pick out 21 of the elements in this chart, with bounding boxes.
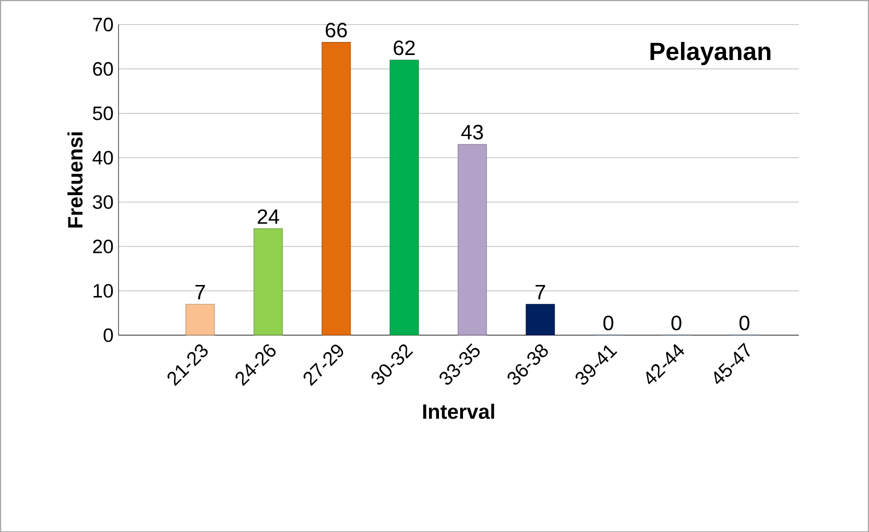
data-label: 0 [671, 315, 682, 330]
data-label: 66 [326, 22, 347, 38]
data-label: 7 [195, 284, 205, 300]
y-tick-label: 20 [93, 239, 113, 254]
x-axis-title: Interval [423, 404, 494, 419]
y-axis-title: Frekuensi [67, 132, 83, 228]
y-tick-label: 0 [104, 328, 113, 342]
data-label: 7 [536, 284, 546, 300]
data-label: 62 [394, 40, 415, 55]
data-label: 0 [603, 315, 614, 330]
y-tick-label: 50 [92, 106, 113, 120]
y-tick-label: 70 [93, 17, 113, 32]
data-label: 43 [461, 124, 483, 140]
data-label: 0 [739, 315, 750, 330]
y-tick-label: 30 [92, 195, 113, 209]
y-tick-label: 40 [92, 150, 113, 164]
y-tick-label: 10 [94, 284, 113, 298]
bar [186, 304, 215, 336]
text: Pelayanan [650, 42, 770, 65]
data-label: 24 [258, 209, 280, 224]
y-tick-label: 60 [93, 62, 113, 76]
